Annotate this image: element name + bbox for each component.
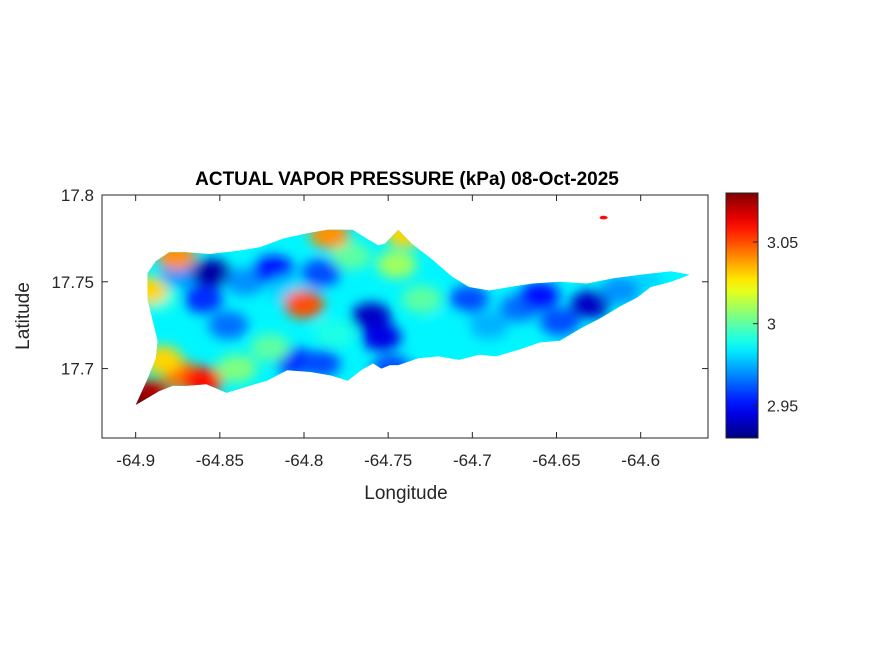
field-sample: [427, 311, 468, 340]
x-tick-label: -64.85: [196, 451, 244, 470]
x-tick-label: -64.6: [621, 451, 660, 470]
colorbar-ticks: 2.95 3 3.05: [753, 235, 798, 415]
colorbar-box: [725, 192, 759, 439]
field-sample: [208, 311, 249, 340]
x-tick-label: -64.7: [453, 451, 492, 470]
field-sample: [539, 307, 580, 336]
field-sample: [225, 267, 266, 296]
islet-mark: [599, 215, 608, 220]
field-sample: [570, 290, 611, 319]
x-axis: -64.9 -64.85 -64.8 -64.75 -64.7 -64.65 -64.6: [116, 195, 660, 470]
y-tick-label: 17.8: [61, 186, 94, 205]
y-tick-label: 17.7: [61, 360, 94, 379]
field-sample: [469, 311, 510, 340]
field-sample: [600, 276, 641, 305]
field-sample: [314, 319, 355, 348]
field-sample: [135, 389, 158, 405]
field-sample: [183, 285, 223, 314]
y-tick-label: 17.75: [51, 273, 94, 292]
field-sample: [253, 255, 294, 284]
y-axis: 17.7 17.75 17.8: [51, 186, 708, 379]
chart-title: ACTUAL VAPOR PRESSURE (kPa) 08-Oct-2025: [195, 169, 619, 190]
field-sample: [284, 290, 324, 319]
plot-area: -64.9 -64.85 -64.8 -64.75 -64.7 -64.65 -64.6 1…: [51, 186, 709, 470]
field-sample: [449, 285, 489, 314]
field-sample: [401, 285, 442, 314]
x-tick-label: -64.75: [364, 451, 412, 470]
x-tick-label: -64.65: [532, 451, 580, 470]
colorbar-tick-label: 3: [767, 317, 776, 334]
field-sample: [300, 259, 341, 288]
field-sample: [376, 250, 417, 279]
y-axis-label: Latitude: [13, 282, 34, 350]
field-sample: [191, 259, 232, 288]
field-sample: [309, 229, 350, 249]
x-axis-label: Longitude: [364, 483, 447, 504]
x-tick-label: -64.9: [116, 451, 155, 470]
axes-box: [101, 194, 709, 439]
field-sample: [361, 323, 402, 352]
field-sample: [331, 241, 372, 270]
colorbar-ramp: [726, 193, 758, 438]
field-sample: [300, 349, 341, 378]
colorbar-tick-label: 3.05: [767, 235, 798, 252]
field-sample: [250, 333, 291, 362]
field-sample: [216, 354, 257, 383]
colorbar: 2.95 3 3.05: [725, 192, 798, 439]
field-sample: [519, 281, 560, 310]
x-tick-label: -64.8: [285, 451, 324, 470]
colorbar-tick-label: 2.95: [767, 398, 798, 415]
